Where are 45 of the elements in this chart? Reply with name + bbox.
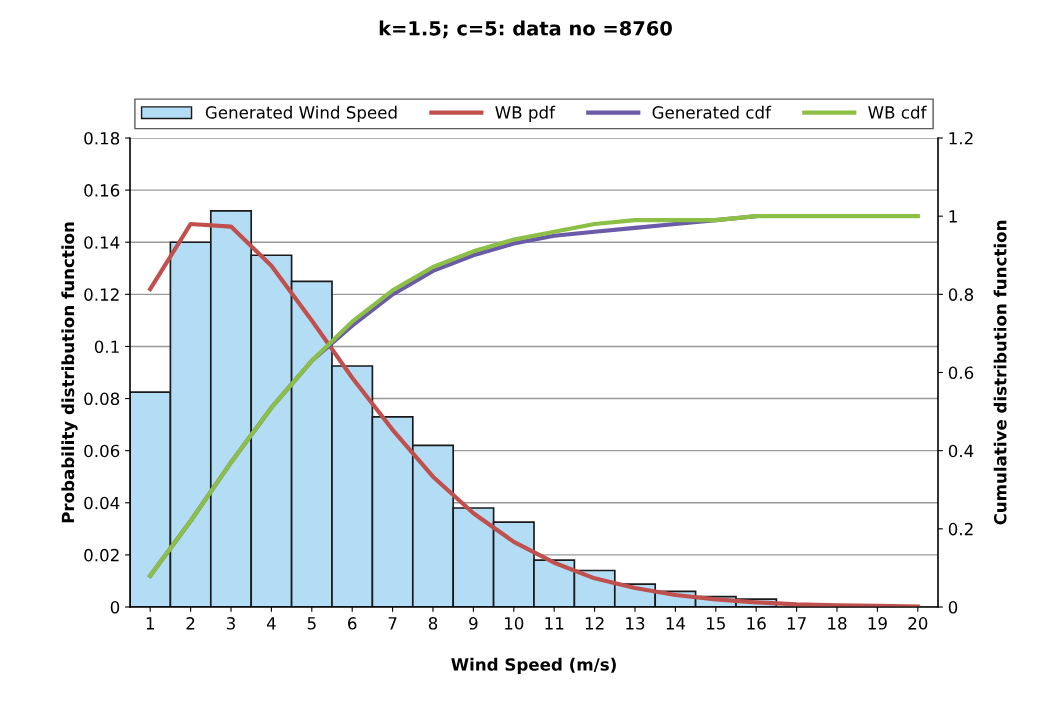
x-tick-label: 4 [266, 617, 276, 630]
x-tick-label: 1 [146, 617, 154, 630]
x-tick-label: 14 [666, 617, 686, 630]
x-tick-label: 15 [707, 617, 725, 630]
y-tick-label: 0.14 [84, 236, 120, 249]
x-tick-label: 6 [348, 617, 357, 630]
x-tick-label: 18 [828, 617, 847, 630]
y-tick-label: 0.04 [84, 496, 120, 510]
x-tick-label: 10 [505, 617, 524, 630]
y2-tick-label: 1 [949, 210, 957, 223]
y2-tick-label: 0.8 [948, 288, 974, 301]
x-tick-label: 17 [787, 617, 806, 630]
y-tick-label: 0 [110, 600, 120, 614]
x-tick-label: 13 [626, 617, 645, 630]
chart-title: k=1.5; c=5: data no =8760 [379, 20, 672, 39]
y2-tick-label: 0.6 [948, 366, 974, 380]
legend-label: Generated cdf [652, 105, 772, 119]
x-tick-label: 3 [226, 617, 235, 630]
y-tick-label: 0.02 [84, 548, 119, 562]
x-tick-label: 5 [307, 617, 316, 630]
x-axis-title: Wind Speed (m/s) [451, 657, 616, 674]
x-tick-label: 12 [585, 617, 604, 630]
y2-tick-label: 1.2 [949, 131, 973, 145]
x-tick-label: 19 [868, 617, 887, 630]
y-tick-label: 0.1 [94, 340, 119, 354]
y2-tick-label: 0.4 [948, 444, 974, 458]
y-tick-label: 0.12 [84, 288, 119, 301]
x-tick-label: 2 [186, 617, 195, 630]
y-axis-title: Probability distribution function [61, 222, 78, 523]
y-tick-label: 0.06 [84, 444, 120, 458]
legend-label: WB cdf [868, 105, 927, 119]
x-tick-label: 7 [388, 617, 397, 630]
x-tick-label: 9 [469, 617, 478, 630]
y2-axis-title: Cumulative distribution function [993, 220, 1007, 525]
legend-label: WB pdf [495, 105, 556, 122]
y2-tick-label: 0.2 [948, 522, 973, 536]
y-tick-label: 0.18 [84, 131, 120, 145]
x-tick-label: 11 [545, 617, 564, 630]
x-tick-label: 20 [908, 617, 928, 630]
y2-tick-label: 0 [948, 600, 958, 614]
legend-label: Generated Wind Speed [205, 105, 397, 122]
x-tick-label: 8 [428, 617, 438, 630]
y-tick-label: 0.16 [84, 184, 120, 197]
y-tick-label: 0.08 [84, 392, 120, 406]
x-tick-label: 16 [747, 617, 766, 630]
